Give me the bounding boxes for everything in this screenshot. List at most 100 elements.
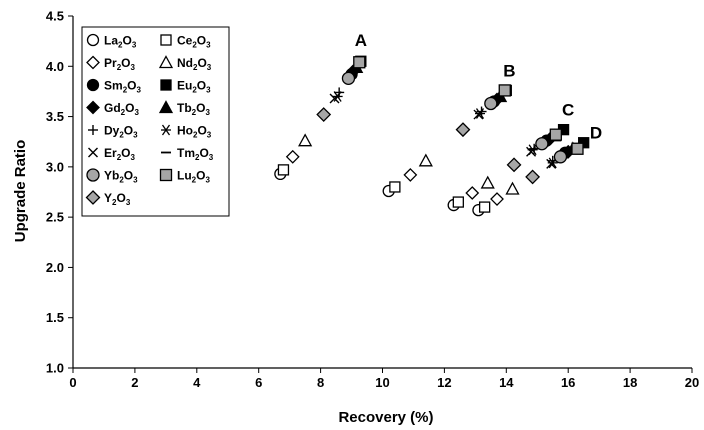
- data-point: [285, 149, 300, 164]
- data-point: [455, 122, 471, 138]
- data-point: [526, 146, 537, 157]
- legend-label-subscript: 3: [126, 198, 131, 207]
- legend-label-text: O: [124, 124, 133, 138]
- legend-label: Ho2O3: [177, 124, 212, 140]
- legend-item: Ce2O3: [160, 34, 211, 50]
- x-tick-label: 12: [437, 375, 451, 390]
- legend-label: Lu2O3: [177, 169, 210, 185]
- legend-item: Gd2O3: [86, 100, 139, 117]
- legend-label: Gd2O3: [104, 101, 139, 117]
- legend-label-subscript: 3: [207, 131, 212, 140]
- group-labels: A B CD: [355, 31, 603, 143]
- legend-label-subscript: 2: [192, 41, 197, 50]
- data-point: [490, 192, 504, 206]
- legend-item: Tb2O3: [158, 100, 210, 117]
- x-tick-label: 10: [375, 375, 389, 390]
- legend-label-subscript: 3: [134, 108, 139, 117]
- x-tick-label: 16: [561, 375, 575, 390]
- legend-marker: [86, 78, 100, 92]
- legend-item: Lu2O3: [159, 168, 210, 185]
- legend-label: Nd2O3: [177, 56, 212, 72]
- legend-label: Sm2O3: [104, 79, 141, 95]
- data-point: [484, 96, 498, 111]
- legend-item: Pr2O3: [86, 55, 135, 72]
- legend-item: Sm2O3: [86, 78, 141, 95]
- legend-label-text: La: [104, 34, 118, 48]
- data-point: [473, 109, 484, 120]
- y-tick-label: 4.5: [46, 9, 64, 24]
- legend-label-subscript: 3: [209, 153, 214, 162]
- x-tick-label: 2: [131, 375, 138, 390]
- legend-marker: [160, 79, 172, 91]
- legend-label-subscript: 2: [123, 86, 128, 95]
- legend-label: Er2O3: [104, 146, 135, 162]
- legend-item: Ho2O3: [161, 124, 212, 140]
- legend-label-text: Gd: [104, 101, 121, 115]
- legend-item: Eu2O3: [160, 79, 211, 95]
- data-point: [498, 84, 511, 97]
- x-tick-label: 6: [255, 375, 262, 390]
- x-tick-label: 4: [193, 375, 201, 390]
- group-label-B: B: [503, 61, 515, 80]
- legend-label-subscript: 3: [133, 131, 138, 140]
- legend-marker: [86, 168, 100, 182]
- series-Er2O3: [329, 93, 557, 169]
- legend-marker: [158, 55, 174, 69]
- legend-label-subscript: 3: [206, 86, 211, 95]
- legend-item: Yb2O3: [86, 168, 138, 185]
- legend-marker: [86, 55, 100, 70]
- legend-label-subscript: 2: [192, 176, 197, 185]
- legend-label: Y2O3: [104, 191, 131, 207]
- x-axis-title: Recovery (%): [338, 409, 433, 426]
- y-tick-label: 3.5: [46, 109, 64, 124]
- legend-item: Er2O3: [88, 146, 135, 162]
- series-Lu2O3: [353, 56, 584, 155]
- legend-marker: [159, 168, 173, 182]
- data-point: [535, 137, 549, 151]
- legend-label-text: Yb: [104, 169, 119, 183]
- legend-marker: [160, 34, 172, 46]
- legend-label-text: O: [127, 79, 136, 93]
- data-point: [277, 164, 290, 176]
- legend-label-text: Pr: [104, 56, 117, 70]
- legend-label: Tm2O3: [177, 146, 214, 162]
- data-point: [389, 181, 401, 193]
- legend-label-subscript: 2: [119, 131, 124, 140]
- data-point: [465, 186, 480, 200]
- data-point: [334, 87, 345, 98]
- legend-item: Tm2O3: [161, 146, 214, 162]
- series-Pr2O3: [285, 149, 504, 206]
- legend-label-text: O: [121, 56, 130, 70]
- data-point: [505, 181, 520, 195]
- legend-label-text: Lu: [177, 169, 192, 183]
- data-point: [480, 175, 495, 189]
- legend-label-subscript: 3: [205, 108, 210, 117]
- legend-label-subscript: 3: [130, 63, 135, 72]
- legend-label-text: O: [196, 101, 205, 115]
- legend-label-text: O: [197, 56, 206, 70]
- data-point: [341, 71, 356, 86]
- data-point: [546, 158, 557, 169]
- legend-label-text: Tb: [177, 101, 192, 115]
- legend-label-text: O: [199, 146, 208, 160]
- data-point: [506, 157, 522, 173]
- legend-label-text: Nd: [177, 56, 193, 70]
- legend-label-text: Ho: [177, 124, 193, 138]
- legend-label-subscript: 2: [112, 198, 117, 207]
- legend-item: Y2O3: [85, 190, 131, 207]
- series-Yb2O3: [341, 71, 568, 164]
- legend-label-text: Sm: [104, 79, 123, 93]
- legend-label-text: Er: [104, 146, 117, 160]
- legend-marker: [158, 100, 174, 114]
- legend-box: [81, 26, 230, 217]
- legend-label-subscript: 2: [192, 86, 197, 95]
- legend-marker: [85, 190, 101, 205]
- legend-label-subscript: 2: [195, 153, 200, 162]
- legend-label-text: O: [124, 169, 133, 183]
- legend-label-subscript: 2: [118, 41, 123, 50]
- y-tick-label: 1.5: [46, 310, 64, 325]
- data-point: [571, 142, 584, 155]
- data-point: [403, 167, 418, 182]
- legend-label-subscript: 2: [193, 63, 198, 72]
- x-tick-label: 14: [499, 375, 514, 390]
